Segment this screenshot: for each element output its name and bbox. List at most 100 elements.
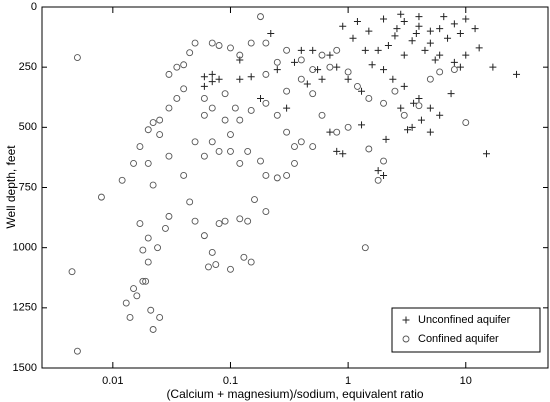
scatter-point (126, 314, 134, 321)
scatter-point (436, 51, 444, 59)
scatter-point (236, 215, 244, 223)
scatter-point (180, 61, 188, 69)
scatter-point (297, 75, 305, 83)
scatter-point (97, 193, 105, 201)
scatter-point (436, 68, 444, 76)
scatter-point (205, 263, 212, 271)
scatter-point (462, 119, 470, 126)
scatter-point (444, 34, 452, 42)
scatter-point (333, 128, 341, 136)
scatter-point (397, 10, 405, 18)
scatter-point (227, 265, 234, 273)
scatter-point (200, 82, 208, 90)
scatter-point (397, 104, 405, 112)
scatter-point (144, 126, 152, 134)
x-tick-label: 0.1 (223, 375, 238, 387)
scatter-point (165, 70, 173, 78)
scatter-point (389, 75, 397, 83)
scatter-point (339, 22, 347, 30)
scatter-point (447, 90, 455, 98)
scatter-point (208, 78, 216, 86)
scatter-point (365, 145, 373, 153)
scatter-point (212, 261, 220, 268)
scatter-point (450, 66, 458, 74)
scatter-point (391, 32, 399, 40)
scatter-point (380, 99, 387, 107)
scatter-point (380, 171, 388, 179)
scatter-point (262, 99, 270, 107)
scatter-point (191, 138, 199, 146)
scatter-point (133, 292, 141, 300)
scatter-point (309, 66, 317, 74)
scatter-point (251, 196, 258, 203)
scatter-point (318, 75, 326, 83)
y-tick-label: 0 (31, 1, 37, 13)
scatter-point (236, 116, 244, 124)
scatter-point (247, 73, 255, 81)
scatter-point (513, 70, 521, 78)
scatter-point (297, 138, 305, 146)
scatter-point (144, 159, 152, 167)
scatter-point (415, 102, 423, 110)
y-tick-label: 250 (19, 61, 37, 73)
scatter-point (415, 22, 423, 30)
scatter-point (326, 51, 334, 59)
x-tick-label: 0.01 (102, 375, 123, 387)
scatter-point (156, 131, 164, 139)
scatter-point (165, 152, 173, 160)
scatter-point (314, 66, 322, 74)
x-axis-title: (Calcium + magnesium)/sodium, equivalent… (166, 387, 423, 401)
scatter-point (382, 135, 390, 143)
scatter-point (227, 44, 234, 52)
scatter-point (208, 104, 216, 112)
scatter-point (380, 66, 388, 74)
scatter-point (471, 25, 479, 33)
scatter-point (215, 42, 223, 49)
scatter-point (221, 90, 229, 98)
scatter-point (349, 34, 357, 42)
scatter-point (73, 54, 81, 61)
scatter-point (309, 46, 317, 54)
scatter-point (257, 94, 265, 102)
scatter-point (412, 29, 420, 37)
scatter-point (257, 13, 264, 21)
scatter-point (440, 13, 448, 21)
scatter-point (297, 56, 305, 64)
scatter-point (462, 51, 470, 59)
scatter-point (374, 167, 382, 175)
scatter-point (400, 82, 408, 90)
scatter-point (236, 159, 244, 167)
scatter-point (297, 46, 305, 54)
scatter-point (333, 147, 341, 155)
scatter-point (404, 126, 412, 134)
scatter-point (436, 25, 444, 33)
scatter-point (309, 90, 317, 98)
scatter-point (400, 17, 408, 25)
scatter-point (208, 138, 216, 146)
legend-box (391, 307, 541, 353)
scatter-point (144, 258, 152, 266)
scatter-point (200, 95, 208, 102)
scatter-point (136, 143, 144, 151)
scatter-point (73, 347, 81, 355)
scatter-point (326, 128, 334, 136)
scatter-point (482, 150, 490, 158)
scatter-point (173, 63, 181, 71)
legend-label: Unconfined aquifer (418, 314, 511, 326)
scatter-point (173, 95, 181, 102)
scatter-point (489, 63, 497, 71)
y-axis-title: Well depth, feet (4, 145, 18, 229)
scatter-point (262, 39, 270, 47)
scatter-point (326, 63, 334, 71)
scatter-point (361, 244, 369, 252)
scatter-point (333, 46, 341, 54)
scatter-point (227, 131, 234, 139)
scatter-point (339, 150, 347, 158)
scatter-point (180, 85, 188, 93)
scatter-point (186, 198, 194, 206)
scatter-point (408, 37, 416, 45)
scatter-point (68, 268, 76, 276)
scatter-point (236, 51, 244, 59)
y-tick-label: 1250 (13, 302, 37, 314)
